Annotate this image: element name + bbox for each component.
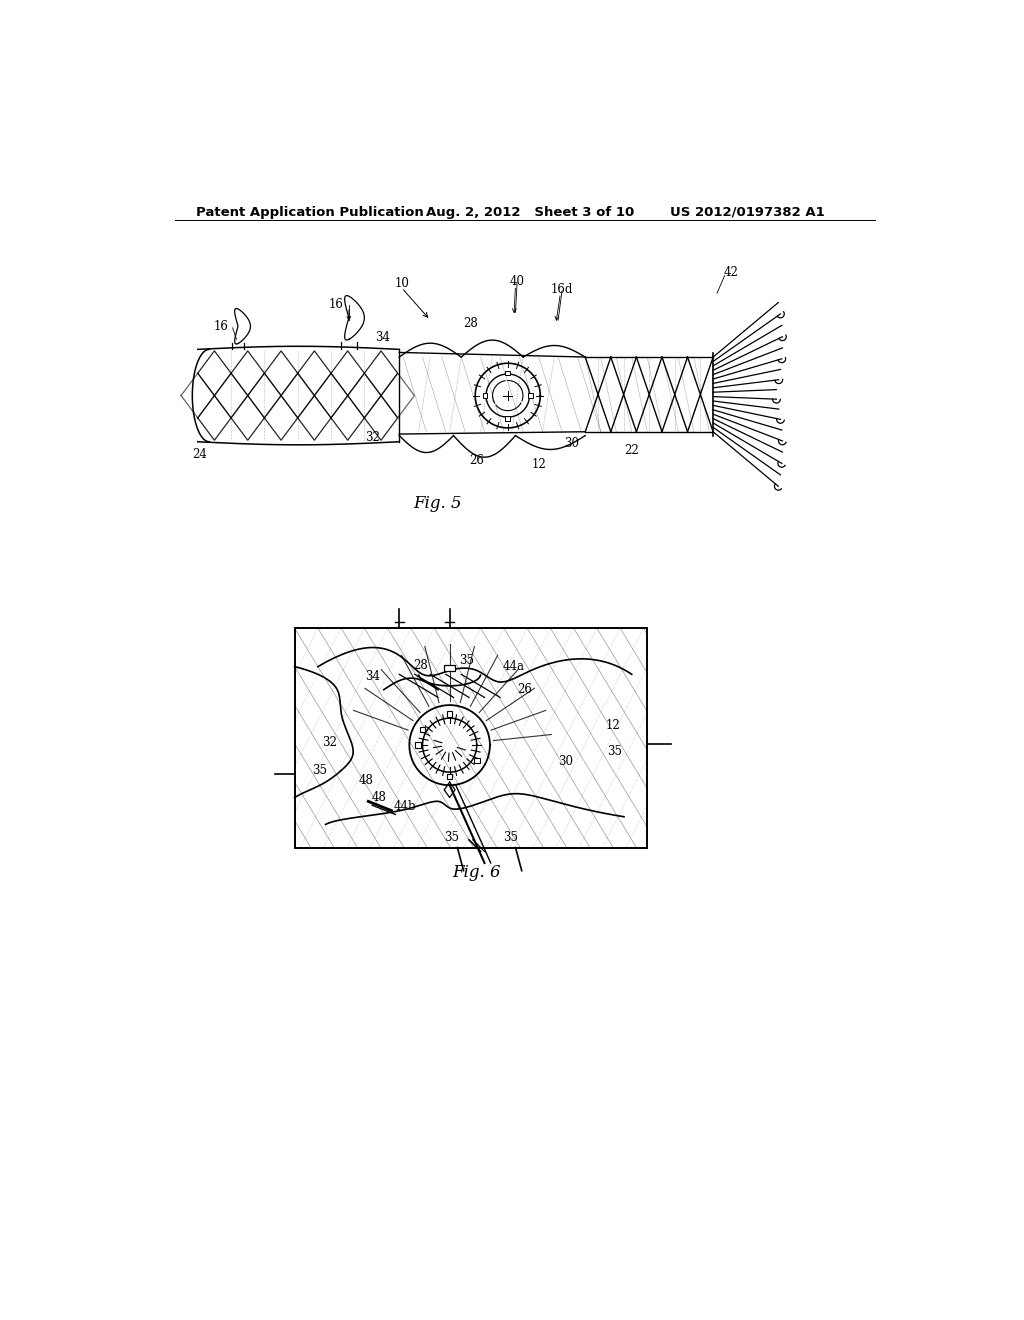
Text: Aug. 2, 2012   Sheet 3 of 10: Aug. 2, 2012 Sheet 3 of 10	[426, 206, 635, 219]
Bar	[295, 628, 647, 847]
Text: 12: 12	[606, 719, 621, 733]
Text: 40: 40	[510, 275, 524, 288]
Text: 30: 30	[558, 755, 573, 768]
Text: 26: 26	[469, 454, 484, 467]
Bar	[446, 711, 453, 717]
Bar	[446, 774, 453, 779]
Text: 28: 28	[414, 659, 428, 672]
Text: 22: 22	[625, 445, 639, 458]
Text: 32: 32	[365, 432, 380, 445]
Bar	[295, 628, 647, 847]
Bar	[474, 758, 479, 763]
Text: Fig. 6: Fig. 6	[453, 865, 501, 882]
Bar	[444, 665, 455, 671]
Text: 34: 34	[375, 330, 390, 343]
Text: 32: 32	[323, 735, 337, 748]
Text: 12: 12	[531, 458, 546, 471]
Text: 35: 35	[607, 744, 623, 758]
Bar	[528, 393, 532, 397]
Bar	[506, 371, 510, 375]
Text: 30: 30	[564, 437, 579, 450]
Bar	[506, 416, 510, 421]
Bar	[416, 742, 421, 748]
Text: 28: 28	[463, 317, 478, 330]
Text: 42: 42	[724, 265, 738, 279]
Text: 16d: 16d	[551, 282, 573, 296]
Text: 10: 10	[394, 277, 409, 290]
Text: 34: 34	[365, 671, 380, 684]
Text: 16: 16	[329, 298, 343, 312]
Text: 16: 16	[214, 319, 228, 333]
Text: Fig. 5: Fig. 5	[414, 495, 462, 512]
Text: 24: 24	[191, 449, 207, 462]
Text: US 2012/0197382 A1: US 2012/0197382 A1	[671, 206, 825, 219]
Text: 48: 48	[358, 774, 374, 787]
Bar	[482, 393, 487, 397]
Text: 35: 35	[444, 832, 460, 843]
Text: 44b: 44b	[393, 800, 416, 813]
Text: 44a: 44a	[503, 660, 525, 673]
Text: 48: 48	[372, 791, 386, 804]
Text: 26: 26	[517, 684, 532, 696]
Bar	[420, 727, 425, 733]
Text: 35: 35	[459, 653, 474, 667]
Text: Patent Application Publication: Patent Application Publication	[197, 206, 424, 219]
Text: 35: 35	[312, 764, 327, 777]
Text: 35: 35	[504, 832, 518, 843]
